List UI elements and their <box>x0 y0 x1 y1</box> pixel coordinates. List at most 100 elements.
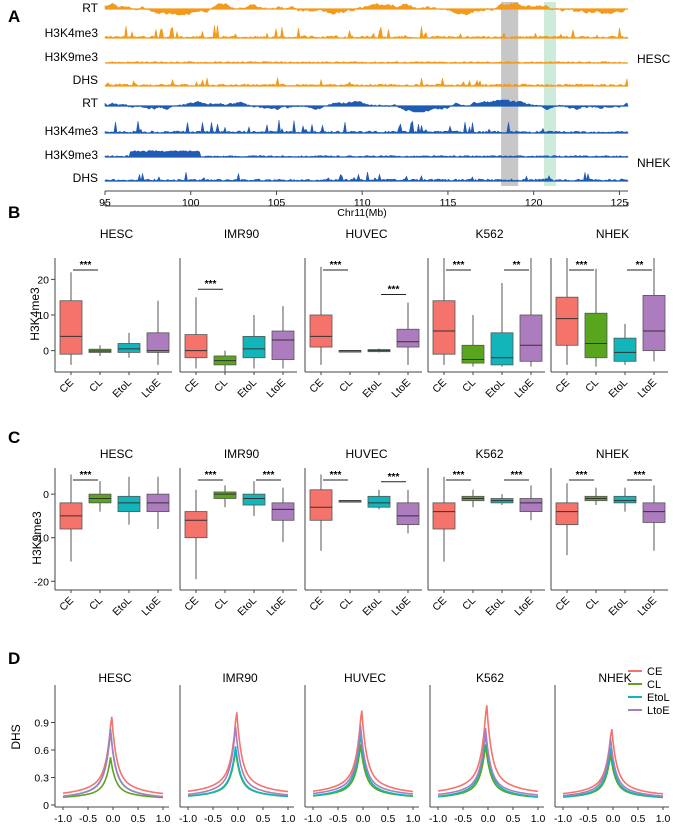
x-tick-label: 1.0 <box>656 813 671 824</box>
profile-cl <box>62 757 164 799</box>
profile-ce <box>312 710 414 793</box>
box-ltoe <box>271 502 295 521</box>
sig-label: *** <box>453 260 465 271</box>
track-label-nhek-dhs: DHS <box>73 171 98 185</box>
facet-title: IMR90 <box>224 227 260 241</box>
x-tick-label: 105 <box>268 197 286 209</box>
box-ltoe <box>271 330 295 360</box>
x-tick-label: CL <box>87 595 105 613</box>
profile-ce <box>437 705 539 793</box>
box-etol <box>367 495 391 508</box>
x-tick-label: EtoL <box>360 377 384 401</box>
x-tick-label: -1.0 <box>554 813 572 824</box>
sig-label: *** <box>330 260 342 271</box>
facet-title: HUVEC <box>345 447 387 461</box>
facet-title: IMR90 <box>222 671 258 685</box>
track-label-hesc-rt: RT <box>82 1 98 15</box>
facet-nhek: NHEK -1.0 -0.5 0.0 0.5 1.0 <box>554 671 671 825</box>
x-tick-label: -1.0 <box>304 813 322 824</box>
track-label-nhek-h3k4me3: H3K4me3 <box>45 124 99 138</box>
facet-k562: K562 -1.0 -0.5 0.0 0.5 1.0 <box>429 671 545 825</box>
y-tick-label: 0.9 <box>34 718 49 730</box>
y-axis-title: H3K9me3 <box>30 511 44 565</box>
x-tick-label: EtoL <box>235 595 259 619</box>
facet-nhek: NHEK CE CL EtoL LtoE *** *** <box>550 447 668 619</box>
x-tick-label: -1.0 <box>54 813 72 824</box>
facet-title: NHEK <box>596 447 629 461</box>
track-nhek-k9 <box>104 150 629 158</box>
y-axis-title: DHS <box>9 724 23 749</box>
x-tick-label: 0.0 <box>106 813 121 824</box>
x-tick-label: -0.5 <box>579 813 597 824</box>
highlight-region-gray <box>501 2 519 186</box>
facet-title: HESC <box>100 227 134 241</box>
x-tick-label: EtoL <box>606 377 630 401</box>
profile-etol <box>562 747 664 798</box>
track-label-nhek-rt: RT <box>82 96 98 110</box>
box-ce <box>432 300 456 355</box>
x-tick-label: 1.0 <box>406 813 421 824</box>
facet-hesc: HESC -1.0 -0.5 0.0 0.5 1.0 <box>54 671 170 825</box>
y-tick-label: 0 <box>43 346 49 358</box>
sig-label: *** <box>80 260 92 271</box>
y-tick-label: -10 <box>34 533 49 545</box>
y-tick-label: 0.3 <box>34 773 49 785</box>
x-tick-label: -0.5 <box>329 813 347 824</box>
x-tick-label: LtoE <box>389 377 413 401</box>
x-tick-label: CL <box>583 377 601 395</box>
y-tick-label: 0.6 <box>34 745 49 757</box>
x-tick-label: EtoL <box>360 595 384 619</box>
track-nhek-dhs <box>104 172 629 182</box>
profile-etol <box>187 746 289 798</box>
track-label-hesc-dhs: DHS <box>73 73 98 87</box>
x-tick-label: LtoE <box>139 377 163 401</box>
box-ce <box>432 502 456 530</box>
x-axis-title: Chr11(Mb) <box>337 207 386 219</box>
x-tick-label: CL <box>212 595 230 613</box>
facet-title: K562 <box>475 447 503 461</box>
panel-letter-c: C <box>8 428 20 447</box>
profile-etol <box>62 728 164 798</box>
x-tick-label: LtoE <box>264 377 288 401</box>
track-label-hesc-h3k4me3: H3K4me3 <box>45 26 99 40</box>
track-area <box>104 2 629 182</box>
profile-ce <box>62 716 164 795</box>
y-axis-title: H3K4me3 <box>28 287 42 341</box>
x-tick-label: LtoE <box>635 377 659 401</box>
x-tick-label: LtoE <box>635 595 659 619</box>
x-tick-label: LtoE <box>139 595 163 619</box>
x-tick-label: 0.5 <box>631 813 646 824</box>
legend-label-ce: CE <box>647 666 662 678</box>
facet-title: HESC <box>100 447 134 461</box>
box-ce <box>59 300 83 355</box>
x-tick-label: LtoE <box>512 377 536 401</box>
sig-label: *** <box>263 470 275 481</box>
panel-letter-b: B <box>8 203 20 222</box>
x-tick-label: 0.0 <box>356 813 371 824</box>
x-tick-label: 100 <box>182 197 200 209</box>
profile-ce <box>187 712 289 793</box>
x-tick-label: CL <box>460 595 478 613</box>
profile-ltoe <box>187 726 289 796</box>
x-tick-label: 0.5 <box>131 813 146 824</box>
x-tick-label: CE <box>553 595 572 614</box>
x-tick-label: CE <box>553 377 572 396</box>
x-tick-label: CL <box>583 595 601 613</box>
y-tick-label: 0 <box>43 800 49 812</box>
x-tick-label: LtoE <box>512 595 536 619</box>
box-ltoe <box>642 502 666 523</box>
profile-ltoe <box>437 727 539 796</box>
x-tick-label: 0.5 <box>256 813 271 824</box>
box-etol <box>242 335 266 359</box>
x-tick-label: CE <box>182 377 201 396</box>
panel-letter-d: D <box>8 649 20 668</box>
facet-title: HUVEC <box>344 671 386 685</box>
x-tick-label: -1.0 <box>179 813 197 824</box>
x-tick-label: 0.5 <box>506 813 521 824</box>
